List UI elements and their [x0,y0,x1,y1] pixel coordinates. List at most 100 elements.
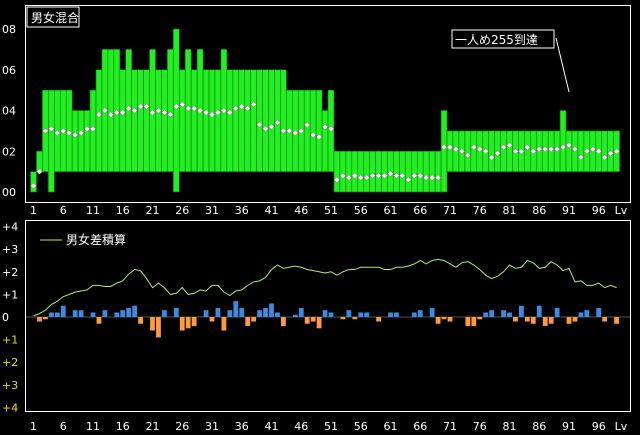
level-range-bar [83,110,91,172]
average-marker [179,101,186,108]
difference-bar [203,310,209,317]
difference-bar [138,317,143,324]
average-marker [125,105,132,112]
level-range-bar [226,69,234,172]
difference-bar [322,310,328,317]
x-tick-label: 41 [265,204,279,217]
difference-bar [179,317,185,331]
x-tick-label: 21 [146,420,160,433]
difference-bar [501,310,506,317]
average-marker [143,103,150,110]
average-marker [30,182,37,189]
x-tick-label: 6 [60,420,67,433]
difference-bar [513,317,518,322]
average-marker [232,105,239,112]
average-marker [411,172,418,179]
average-marker [107,111,114,118]
average-marker [244,105,251,112]
difference-bar [352,317,358,320]
top-x-axis: 1 6 11 16 21 26 31 36 41 46 51 56 61 66 71 76 81 86 91 96 Lv [30,204,628,217]
level-range-bar [345,150,353,193]
difference-bar [298,307,304,317]
y-tick-label: 08 [2,23,16,36]
difference-bar [572,317,578,322]
difference-bar [507,312,512,317]
level-range-bar [190,69,198,172]
difference-bar [483,312,489,317]
average-marker [429,174,436,181]
y-tick-label: +1 [2,288,18,301]
average-marker [54,129,61,136]
difference-bar [150,317,155,331]
level-range-bar [559,110,567,172]
average-marker [280,127,287,134]
x-tick-label: 61 [384,420,398,433]
level-range-bar [464,130,472,172]
x-tick-label: 1 [30,204,37,217]
average-marker [214,109,222,116]
level-range-bar [95,69,103,172]
difference-bar [239,307,245,317]
level-range-bar [434,150,442,193]
cumulative-line [33,258,617,317]
average-marker [571,146,579,153]
difference-bar [602,317,608,322]
level-range-bar [351,150,359,193]
average-marker [119,109,126,116]
x-tick-label: 86 [532,420,546,433]
x-tick-label: 66 [413,204,427,217]
x-tick-label: 6 [60,204,67,217]
x-tick-label: 16 [116,420,130,433]
level-range-bar [309,89,317,172]
average-marker [238,103,245,110]
x-tick-label: 91 [562,420,576,433]
difference-bar [120,310,126,317]
y-tick-label: 02 [2,145,16,158]
x-tick-label: Lv [615,204,628,217]
difference-bar [233,301,239,317]
x-tick-label: 81 [503,420,517,433]
average-marker [417,172,424,179]
top-title-box [26,6,80,28]
x-tick-label: 81 [503,204,517,217]
level-range-bar [262,69,269,172]
level-range-bar [369,150,376,193]
level-range-bar [405,150,412,193]
difference-bar [215,307,221,317]
average-marker [292,129,299,136]
level-range-bar [565,130,573,172]
level-range-bar [161,69,168,172]
average-marker [298,127,305,134]
average-marker [256,121,263,128]
average-marker [327,125,335,132]
difference-bar [435,317,441,324]
average-marker [101,107,108,114]
average-marker [149,109,156,116]
y-tick-label: +4 [2,401,18,414]
difference-bar [251,317,257,322]
bottom-x-axis: 1 6 11 16 21 26 31 36 41 46 51 56 61 66 71 76 81 86 91 96 Lv [30,420,628,433]
difference-bar [441,317,447,320]
y-tick-label: +4 [2,221,18,234]
x-tick-label: 21 [146,204,160,217]
level-range-bar [321,110,329,172]
average-marker [78,129,85,136]
difference-bar [126,307,132,317]
level-range-bar [256,69,263,172]
x-tick-label: 1 [30,420,37,433]
level-range-bar [232,69,240,172]
average-marker [554,146,561,153]
difference-bar [156,317,161,338]
level-range-bar [303,89,311,172]
x-tick-label: 46 [294,204,308,217]
top-average-series [30,101,620,189]
x-tick-label: 56 [354,204,368,217]
level-range-bar [470,130,478,172]
difference-bar [388,312,393,317]
level-range-bar [202,69,210,172]
level-range-bar [143,69,150,172]
x-tick-label: 71 [443,420,457,433]
difference-bar [209,317,215,322]
level-range-bar [30,171,37,193]
y-tick-label: +2 [2,356,18,369]
